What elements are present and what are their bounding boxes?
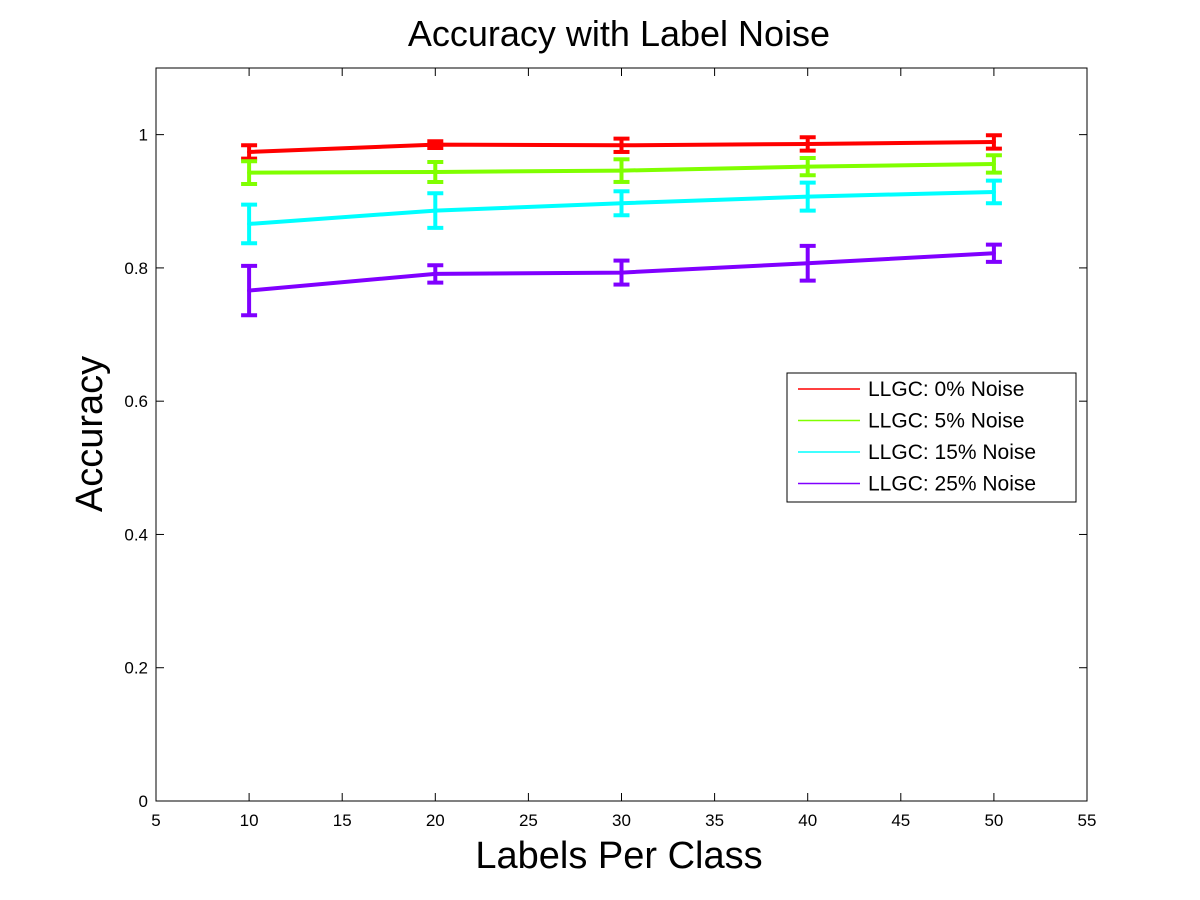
data-point <box>805 141 810 146</box>
x-tick-label: 5 <box>151 811 160 830</box>
data-point <box>247 288 252 293</box>
data-point <box>991 161 996 166</box>
legend-label: LLGC: 25% Noise <box>868 473 1036 496</box>
data-point <box>619 168 624 173</box>
data-point <box>991 189 996 194</box>
data-point <box>433 169 438 174</box>
data-point <box>991 251 996 256</box>
legend-item: LLGC: 0% Noise <box>798 378 1024 401</box>
series-1 <box>241 153 1002 186</box>
x-axis-label: Labels Per Class <box>475 835 762 877</box>
series-0 <box>241 133 1002 161</box>
x-tick-label: 25 <box>519 811 538 830</box>
y-tick-label: 0 <box>139 792 148 811</box>
x-tick-label: 45 <box>891 811 910 830</box>
data-point <box>619 270 624 275</box>
x-tick-label: 15 <box>333 811 352 830</box>
data-point <box>991 139 996 144</box>
data-point <box>805 194 810 199</box>
x-tick-label: 50 <box>984 811 1003 830</box>
data-point <box>619 143 624 148</box>
x-axis-ticks: 5 10 15 20 25 30 35 40 45 50 55 <box>151 68 1096 830</box>
y-axis-ticks: 0 0.2 0.4 0.6 0.8 1 <box>124 126 1087 811</box>
data-point <box>433 271 438 276</box>
data-point <box>433 142 438 147</box>
y-tick-label: 0.4 <box>124 525 148 544</box>
legend-label: LLGC: 5% Noise <box>868 410 1024 433</box>
data-point <box>247 149 252 154</box>
chart-title: Accuracy with Label Noise <box>408 13 830 54</box>
legend-label: LLGC: 15% Noise <box>868 441 1036 464</box>
x-tick-label: 20 <box>426 811 445 830</box>
data-point <box>433 208 438 213</box>
x-tick-label: 35 <box>705 811 724 830</box>
x-tick-label: 10 <box>240 811 259 830</box>
x-tick-label: 55 <box>1078 811 1097 830</box>
y-tick-label: 0.8 <box>124 259 148 278</box>
legend-label: LLGC: 0% Noise <box>868 378 1024 401</box>
x-tick-label: 40 <box>798 811 817 830</box>
y-tick-label: 0.6 <box>124 392 148 411</box>
legend-item: LLGC: 25% Noise <box>798 473 1036 496</box>
series-3 <box>241 242 1002 318</box>
legend-item: LLGC: 5% Noise <box>798 410 1024 433</box>
data-point <box>247 221 252 226</box>
legend: LLGC: 0% Noise LLGC: 5% Noise LLGC: 15% No… <box>786 372 1077 503</box>
legend-box <box>786 372 1077 503</box>
data-point <box>805 164 810 169</box>
x-tick-label: 30 <box>612 811 631 830</box>
y-axis-label: Accuracy <box>69 356 111 512</box>
data-point <box>247 170 252 175</box>
data-point <box>805 261 810 266</box>
legend-item: LLGC: 15% Noise <box>798 441 1036 464</box>
series-layer <box>241 133 1002 318</box>
y-tick-label: 0.2 <box>124 659 148 678</box>
y-tick-label: 1 <box>139 126 148 145</box>
data-point <box>619 201 624 206</box>
series-2 <box>241 178 1002 246</box>
